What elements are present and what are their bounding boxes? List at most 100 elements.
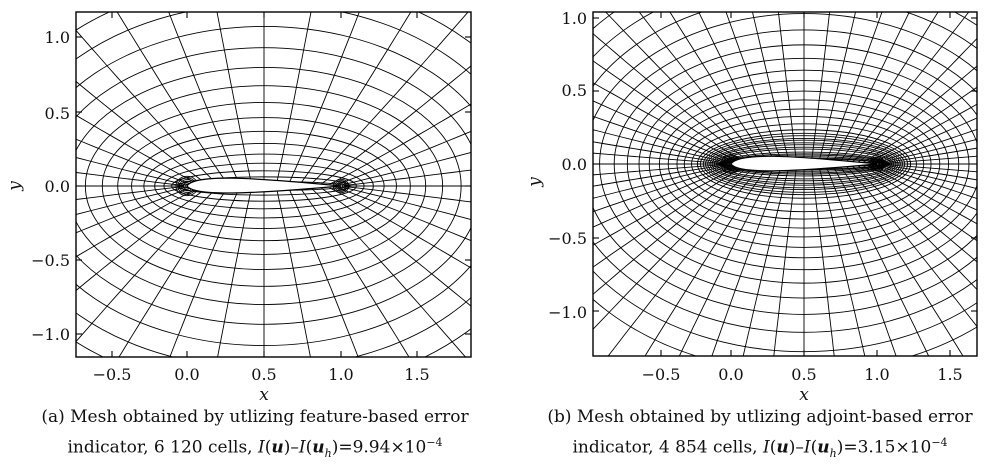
ytick-label: −0.5	[548, 229, 587, 248]
mesh-line	[76, 172, 184, 186]
mesh-line	[344, 169, 471, 186]
mesh-line	[169, 188, 240, 357]
mesh-line	[818, 166, 866, 356]
xtick-label: −0.5	[93, 365, 132, 384]
mesh-line	[276, 12, 312, 184]
mesh-line	[216, 12, 252, 184]
xtick-label: 1.5	[937, 365, 962, 384]
caption-a-exponent: −4	[426, 436, 443, 449]
mesh-line	[344, 186, 471, 203]
math-sub-h: h	[829, 447, 837, 461]
caption-a-prefix: indicator, 6 120 cells,	[67, 437, 258, 458]
mesh-line	[118, 188, 228, 357]
mesh-line	[76, 29, 217, 184]
xtick-label: 0.0	[174, 365, 199, 384]
mesh-line	[723, 156, 885, 172]
mesh-plot-a: −0.5 0.0 0.5 1.0 1.5 1.0 0.5 0.0 −0.5 −1…	[5, 11, 472, 404]
xtick-label: 1.0	[864, 365, 889, 384]
mesh-line	[288, 188, 359, 357]
xtick-label: 1.0	[328, 365, 353, 384]
mesh-line	[605, 12, 756, 163]
mesh-line	[846, 12, 970, 162]
mesh-line	[593, 164, 731, 199]
mesh-line	[871, 164, 977, 211]
mesh-line	[863, 165, 977, 242]
mesh-line	[879, 164, 977, 181]
mesh-line	[711, 166, 783, 356]
mesh-line	[852, 165, 977, 291]
mesh-line	[725, 12, 783, 162]
caption-a-value: =9.94×10	[338, 437, 427, 458]
math-dash: –	[795, 437, 804, 458]
caption-b-line1: (b) Mesh obtained by utlizing adjoint-ba…	[547, 407, 973, 427]
mesh-line	[709, 142, 899, 186]
math-dash: –	[290, 437, 299, 458]
mesh-line	[867, 103, 977, 163]
mesh-line	[593, 60, 745, 163]
ytick-label: 0.0	[562, 155, 587, 174]
mesh-line	[825, 12, 883, 162]
mesh-line	[593, 164, 737, 228]
mesh-line	[858, 65, 977, 163]
mesh-lines-a	[76, 12, 471, 357]
math-u: u	[312, 437, 325, 458]
mesh-line	[593, 141, 729, 164]
ticks-b	[593, 12, 977, 356]
mesh-line	[593, 12, 977, 356]
ytick-label: −1.0	[31, 325, 70, 344]
mesh-line	[880, 155, 977, 165]
math-I: I	[763, 437, 770, 458]
mesh-line	[839, 166, 964, 356]
mesh-line	[76, 80, 207, 185]
mesh-line	[742, 166, 790, 356]
mesh-line	[341, 151, 471, 186]
mesh-line	[300, 188, 410, 357]
mesh-line	[863, 86, 977, 163]
math-I: I	[298, 437, 306, 458]
plot-frame-b	[592, 11, 978, 357]
mesh-line	[880, 163, 977, 173]
mesh-line	[811, 12, 831, 162]
plot-frame-a	[75, 11, 472, 358]
caption-a: (a) Mesh obtained by utlizing feature-ba…	[40, 404, 470, 467]
caption-a-line2: indicator, 6 120 cells, I(u)–I(uh)=9.94×…	[67, 436, 443, 461]
mesh-line	[839, 12, 939, 162]
mesh-line	[76, 186, 187, 215]
mesh-line	[858, 165, 977, 263]
caption-b: (b) Mesh obtained by utlizing adjoint-ba…	[520, 404, 1000, 467]
airfoil-shape	[730, 155, 878, 172]
mesh-line	[874, 128, 977, 164]
mesh-line	[593, 165, 745, 268]
math-u: u	[776, 437, 789, 458]
mesh-line	[593, 163, 728, 176]
y-axis-label: y	[5, 181, 25, 192]
mesh-line	[593, 164, 734, 213]
mesh-line	[593, 152, 728, 165]
mesh-line	[168, 12, 240, 184]
caption-b-prefix: indicator, 4 854 cells,	[572, 437, 763, 458]
math-u: u	[271, 437, 284, 458]
mesh-line	[593, 115, 734, 164]
xtick-label: 0.0	[718, 365, 743, 384]
mesh-line	[811, 166, 835, 356]
mesh-line	[76, 114, 199, 185]
mesh-line	[336, 130, 471, 186]
mesh-line	[698, 12, 775, 162]
mesh-line	[818, 12, 856, 162]
mesh-line	[76, 157, 187, 186]
mesh-line	[76, 138, 192, 186]
mesh-line	[877, 138, 977, 164]
mesh-line	[288, 12, 360, 184]
mesh-line	[593, 165, 756, 330]
mesh-line	[699, 132, 909, 196]
mesh-line	[116, 12, 228, 184]
mesh-line	[825, 166, 897, 356]
mesh-line	[336, 186, 471, 242]
x-axis-label: x	[799, 385, 809, 404]
mesh-lines-b	[593, 12, 977, 356]
x-axis-label: x	[259, 385, 269, 404]
caption-a-line1: (a) Mesh obtained by utlizing feature-ba…	[41, 407, 469, 427]
ytick-label: 0.5	[562, 81, 587, 100]
xtick-label: 1.5	[404, 365, 429, 384]
mesh-line	[300, 12, 412, 184]
